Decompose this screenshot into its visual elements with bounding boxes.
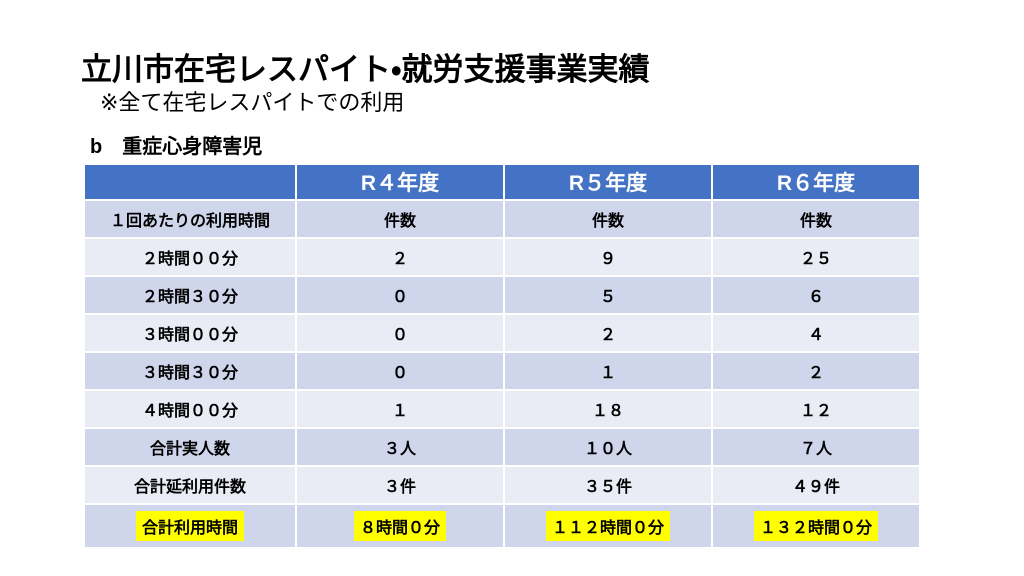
- row-label: 合計延利用件数: [83, 465, 297, 505]
- cell-value: １１２時間０分: [503, 503, 713, 549]
- cell-value: ２: [295, 237, 505, 277]
- table-row-3h30m: ３時間３０分 ０ １ ２: [83, 351, 921, 391]
- row-label: ４時間００分: [83, 389, 297, 429]
- cell-value: ０: [295, 351, 505, 391]
- cell-value: ４: [711, 313, 921, 353]
- highlighted-value: １３２時間０分: [753, 511, 878, 541]
- cell-value: 件数: [503, 199, 713, 239]
- highlighted-value: １１２時間０分: [545, 511, 670, 541]
- row-label: ３時間３０分: [83, 351, 297, 391]
- cell-value: １２: [711, 389, 921, 429]
- table-row-2h00m: ２時間００分 ２ ９ ２５: [83, 237, 921, 277]
- col-header-r6: R６年度: [711, 163, 921, 201]
- highlighted-label: 合計利用時間: [135, 511, 244, 541]
- row-label: ２時間００分: [83, 237, 297, 277]
- page-subtitle: ※全て在宅レスパイトでの利用: [100, 90, 405, 115]
- cell-value: 件数: [295, 199, 505, 239]
- table-row-total-hours: 合計利用時間 ８時間０分 １１２時間０分 １３２時間０分: [83, 503, 921, 549]
- cell-value: ９: [503, 237, 713, 277]
- row-label: ３時間００分: [83, 313, 297, 353]
- col-header-r5: R５年度: [503, 163, 713, 201]
- table-row-4h00m: ４時間００分 １ １８ １２: [83, 389, 921, 429]
- table-row-2h30m: ２時間３０分 ０ ５ ６: [83, 275, 921, 315]
- table-row-total-uses: 合計延利用件数 ３件 ３５件 ４９件: [83, 465, 921, 505]
- cell-value: ６: [711, 275, 921, 315]
- cell-value: ２５: [711, 237, 921, 277]
- cell-value: 件数: [711, 199, 921, 239]
- row-label: ２時間３０分: [83, 275, 297, 315]
- table-header-row: R４年度 R５年度 R６年度: [83, 163, 921, 201]
- table-row-3h00m: ３時間００分 ０ ２ ４: [83, 313, 921, 353]
- cell-value: １０人: [503, 427, 713, 467]
- corner-cell: [83, 163, 297, 201]
- row-label: １回あたりの利用時間: [83, 199, 297, 239]
- highlighted-value: ８時間０分: [353, 511, 446, 541]
- cell-value: １８: [503, 389, 713, 429]
- cell-value: １: [503, 351, 713, 391]
- cell-value: ３人: [295, 427, 505, 467]
- cell-value: ０: [295, 313, 505, 353]
- table-row-total-persons: 合計実人数 ３人 １０人 ７人: [83, 427, 921, 467]
- row-label: 合計実人数: [83, 427, 297, 467]
- col-header-r4: R４年度: [295, 163, 505, 201]
- cell-value: ４９件: [711, 465, 921, 505]
- cell-value: ２: [711, 351, 921, 391]
- cell-value: ５: [503, 275, 713, 315]
- cell-value: ３５件: [503, 465, 713, 505]
- cell-value: ８時間０分: [295, 503, 505, 549]
- row-label: 合計利用時間: [83, 503, 297, 549]
- cell-value: ７人: [711, 427, 921, 467]
- cell-value: ０: [295, 275, 505, 315]
- cell-value: ３件: [295, 465, 505, 505]
- page-title: 立川市在宅レスパイト・就労支援事業実績: [81, 52, 650, 87]
- section-label: b 重症心身障害児: [90, 136, 263, 158]
- results-table: R４年度 R５年度 R６年度 １回あたりの利用時間 件数 件数 件数 ２時間００…: [83, 163, 921, 549]
- cell-value: ２: [503, 313, 713, 353]
- cell-value: １: [295, 389, 505, 429]
- cell-value: １３２時間０分: [711, 503, 921, 549]
- table-row-usage-time-header: １回あたりの利用時間 件数 件数 件数: [83, 199, 921, 239]
